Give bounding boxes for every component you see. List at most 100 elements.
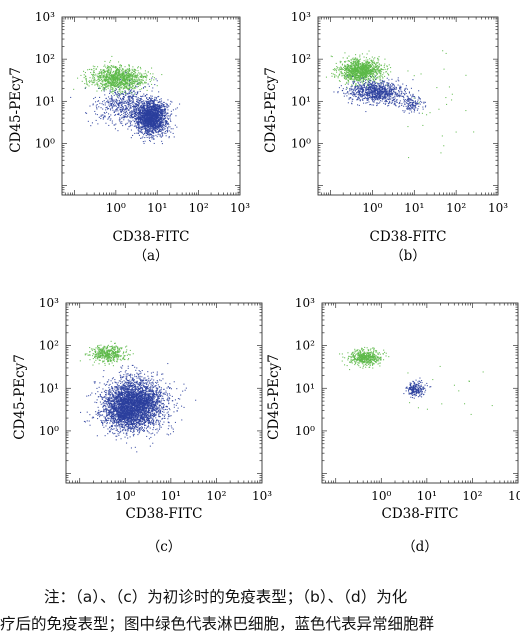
data-point-abnormal — [151, 136, 153, 138]
data-point-abnormal — [103, 90, 105, 92]
data-point-abnormal — [130, 124, 132, 126]
data-point-abnormal — [147, 119, 149, 121]
data-point-lymphocytes — [377, 68, 379, 70]
data-point-abnormal — [156, 119, 158, 121]
data-point-lymphocytes — [373, 61, 375, 63]
data-point-lymphocytes — [106, 68, 108, 70]
data-point-abnormal — [109, 106, 111, 108]
data-point-abnormal — [167, 106, 169, 108]
data-point-abnormal — [145, 103, 147, 105]
data-point-lymphocytes — [346, 71, 348, 73]
data-point-abnormal — [134, 112, 136, 114]
data-point-lymphocytes — [128, 89, 130, 91]
data-point-abnormal — [136, 104, 138, 106]
data-point-lymphocytes — [134, 74, 136, 76]
data-point-abnormal — [137, 98, 139, 100]
data-point-abnormal — [145, 113, 147, 115]
data-point-lymphocytes — [112, 93, 114, 95]
data-point-abnormal — [133, 102, 135, 104]
data-point-lymphocytes — [335, 75, 337, 77]
data-point-lymphocytes — [378, 63, 380, 65]
data-point-abnormal — [146, 129, 148, 131]
data-point-abnormal — [143, 102, 145, 104]
data-point-abnormal — [150, 117, 152, 119]
data-point-lymphocytes — [355, 69, 357, 71]
data-point-lymphocytes — [366, 73, 368, 75]
data-point-lymphocytes — [86, 83, 88, 85]
data-point-lymphocytes — [347, 70, 349, 72]
data-point-lymphocytes — [110, 60, 112, 62]
data-point-lymphocytes — [123, 73, 125, 75]
data-point-lymphocytes — [347, 77, 349, 79]
data-point-lymphocytes — [139, 76, 141, 78]
data-point-lymphocytes — [101, 70, 103, 72]
data-point-lymphocytes — [134, 69, 136, 71]
data-point-abnormal — [150, 129, 152, 131]
data-point-lymphocytes — [361, 68, 363, 70]
data-point-abnormal — [143, 100, 145, 102]
data-point-abnormal — [119, 115, 121, 117]
data-point-lymphocytes — [96, 82, 98, 84]
data-point-abnormal — [123, 112, 125, 114]
data-point-lymphocytes — [135, 69, 137, 71]
data-point-abnormal — [162, 105, 164, 107]
data-point-abnormal — [146, 110, 148, 112]
data-point-abnormal — [143, 104, 145, 106]
data-point-abnormal — [117, 100, 119, 102]
data-point-abnormal — [168, 136, 170, 138]
data-point-abnormal — [135, 85, 137, 87]
data-point-lymphocytes — [103, 72, 105, 74]
data-point-abnormal — [145, 102, 147, 104]
data-point-lymphocytes — [101, 90, 103, 92]
data-point-lymphocytes — [84, 75, 86, 77]
data-point-lymphocytes — [144, 76, 146, 78]
data-point-abnormal — [149, 104, 151, 106]
data-point-lymphocytes — [345, 60, 347, 62]
data-point-lymphocytes — [137, 77, 139, 79]
data-point-abnormal — [151, 117, 153, 119]
data-point-lymphocytes — [349, 71, 351, 73]
data-point-lymphocytes — [110, 74, 112, 76]
data-point-abnormal — [151, 138, 153, 140]
data-point-lymphocytes — [363, 56, 365, 58]
data-point-lymphocytes — [119, 74, 121, 76]
data-point-lymphocytes — [131, 87, 133, 89]
data-point-lymphocytes — [372, 63, 374, 65]
data-point-abnormal — [163, 124, 165, 126]
data-point-lymphocytes — [347, 73, 349, 75]
data-point-lymphocytes — [344, 61, 346, 63]
data-point-lymphocytes — [136, 76, 138, 78]
data-point-lymphocytes — [387, 73, 389, 75]
data-point-abnormal — [162, 126, 164, 128]
data-point-abnormal — [150, 121, 152, 123]
data-point-abnormal — [174, 124, 176, 126]
data-point-lymphocytes — [107, 87, 109, 89]
data-point-abnormal — [151, 102, 153, 104]
data-point-abnormal — [159, 114, 161, 116]
data-point-lymphocytes — [132, 85, 134, 87]
data-point-lymphocytes — [130, 86, 132, 88]
data-point-abnormal — [145, 112, 147, 114]
data-point-lymphocytes — [128, 85, 130, 87]
data-point-abnormal — [94, 110, 96, 112]
data-point-abnormal — [160, 111, 162, 113]
data-point-abnormal — [159, 99, 161, 101]
data-point-abnormal — [155, 134, 157, 136]
data-point-abnormal — [100, 107, 102, 109]
data-point-lymphocytes — [121, 72, 123, 74]
data-point-lymphocytes — [107, 79, 109, 81]
data-point-abnormal — [176, 126, 178, 128]
data-point-abnormal — [151, 116, 153, 118]
data-point-lymphocytes — [93, 74, 95, 76]
data-point-lymphocytes — [122, 77, 124, 79]
data-point-lymphocytes — [371, 62, 373, 64]
data-point-abnormal — [113, 94, 115, 96]
data-point-lymphocytes — [128, 79, 130, 81]
data-point-lymphocytes — [129, 87, 131, 89]
data-point-abnormal — [125, 111, 127, 113]
data-point-abnormal — [127, 93, 129, 95]
data-point-abnormal — [161, 116, 163, 118]
data-point-lymphocytes — [360, 81, 362, 83]
data-point-abnormal — [164, 106, 166, 108]
data-point-lymphocytes — [131, 68, 133, 70]
